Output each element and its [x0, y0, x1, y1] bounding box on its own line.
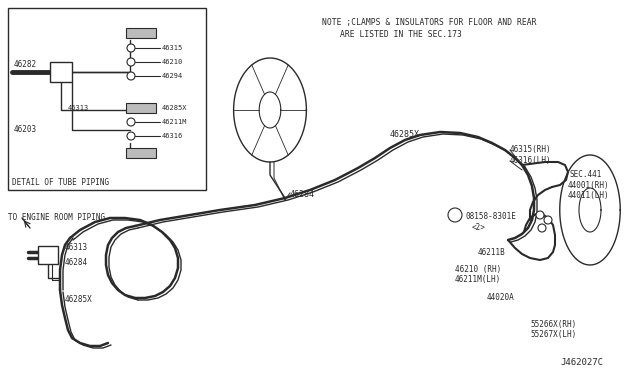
- Text: 44020A: 44020A: [487, 293, 515, 302]
- Circle shape: [127, 58, 135, 66]
- Text: 46211B: 46211B: [478, 248, 506, 257]
- Text: 46315(RH): 46315(RH): [510, 145, 552, 154]
- Bar: [126, 103, 156, 113]
- Text: SEC.441: SEC.441: [570, 170, 602, 179]
- Bar: [38, 246, 58, 264]
- Text: 46315: 46315: [162, 45, 183, 51]
- Text: 46210: 46210: [162, 59, 183, 65]
- Text: 46316: 46316: [162, 133, 183, 139]
- Text: 08158-8301E: 08158-8301E: [465, 212, 516, 221]
- Text: 46211M(LH): 46211M(LH): [455, 275, 501, 284]
- Text: B: B: [453, 212, 457, 218]
- Circle shape: [544, 216, 552, 224]
- Text: 46284: 46284: [290, 190, 315, 199]
- Circle shape: [127, 132, 135, 140]
- Text: ARE LISTED IN THE SEC.173: ARE LISTED IN THE SEC.173: [340, 30, 462, 39]
- Text: 55266X(RH): 55266X(RH): [530, 320, 576, 329]
- Text: 46203: 46203: [14, 125, 37, 135]
- Text: 46316(LH): 46316(LH): [510, 156, 552, 165]
- Text: NOTE ;CLAMPS & INSULATORS FOR FLOOR AND REAR: NOTE ;CLAMPS & INSULATORS FOR FLOOR AND …: [322, 18, 536, 27]
- Text: 46294: 46294: [162, 73, 183, 79]
- Circle shape: [127, 44, 135, 52]
- Text: TO ENGINE ROOM PIPING: TO ENGINE ROOM PIPING: [8, 213, 105, 222]
- Text: 46285X: 46285X: [390, 130, 420, 139]
- Circle shape: [448, 208, 462, 222]
- Circle shape: [127, 72, 135, 80]
- Bar: [126, 148, 156, 158]
- Text: 46285X: 46285X: [65, 295, 93, 304]
- Text: 46211M: 46211M: [162, 119, 188, 125]
- Text: 46282: 46282: [14, 60, 37, 69]
- Bar: [8, 8, 206, 190]
- Text: <2>: <2>: [472, 223, 486, 232]
- Text: 44011(LH): 44011(LH): [568, 191, 610, 200]
- Text: 46313: 46313: [68, 105, 89, 111]
- Circle shape: [538, 224, 546, 232]
- Text: 46210 (RH): 46210 (RH): [455, 265, 501, 274]
- Circle shape: [536, 211, 544, 219]
- Circle shape: [127, 118, 135, 126]
- Text: 55267X(LH): 55267X(LH): [530, 330, 576, 339]
- Text: 46313: 46313: [65, 243, 88, 252]
- Bar: [126, 28, 156, 38]
- Text: 46285X: 46285X: [162, 105, 188, 111]
- Text: 46284: 46284: [65, 258, 88, 267]
- Text: J462027C: J462027C: [560, 358, 603, 367]
- Text: 44001(RH): 44001(RH): [568, 181, 610, 190]
- Text: DETAIL OF TUBE PIPING: DETAIL OF TUBE PIPING: [12, 178, 109, 187]
- Bar: [50, 62, 72, 82]
